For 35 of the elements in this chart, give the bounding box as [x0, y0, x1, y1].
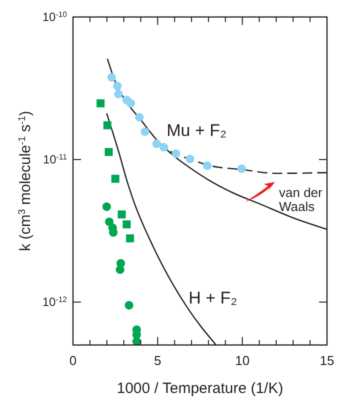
point — [135, 112, 144, 122]
point — [237, 164, 246, 173]
point — [126, 99, 136, 108]
point — [102, 202, 111, 211]
point — [114, 90, 123, 98]
point — [96, 99, 105, 108]
point — [172, 149, 180, 158]
point — [113, 82, 122, 90]
annotation: van der Waals — [279, 185, 324, 214]
point — [124, 300, 134, 310]
point — [111, 174, 120, 183]
point — [140, 127, 150, 136]
x-tick-label: 0 — [69, 353, 77, 368]
point — [152, 139, 161, 148]
point — [122, 220, 131, 228]
y-tick-label: 10$^{-12}$ — [42, 294, 67, 310]
point — [202, 161, 212, 170]
x-tick-label: 15 — [320, 353, 334, 368]
x-axis-title: 1000 / Temperature (1/K) — [116, 380, 284, 397]
series-label: H + F₂ — [188, 288, 238, 308]
point — [107, 73, 116, 82]
point — [160, 142, 168, 152]
x-tick-label: 5 — [154, 353, 162, 368]
point — [132, 337, 141, 345]
point — [116, 265, 124, 274]
y-tick-label: 10$^{-10}$ — [42, 10, 68, 24]
point — [104, 148, 113, 156]
series-label: Mu + F₂ — [166, 120, 227, 140]
y-tick-label: 10$^{-11}$ — [42, 152, 67, 167]
point — [118, 210, 126, 218]
point — [104, 217, 114, 226]
point — [186, 154, 194, 164]
x-tick-label: 10 — [235, 353, 250, 368]
point — [126, 234, 134, 242]
point — [103, 121, 112, 130]
